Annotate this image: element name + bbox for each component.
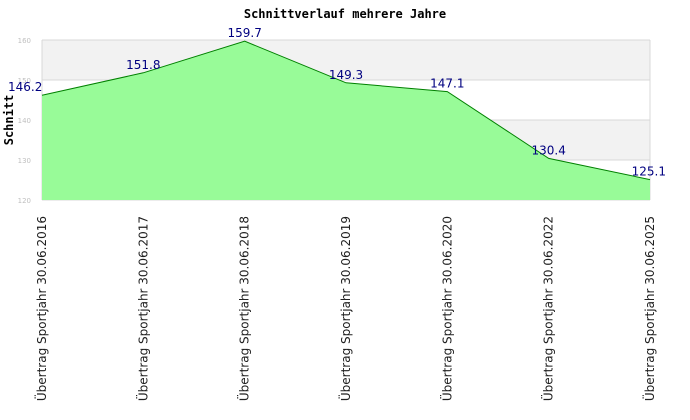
y-tick-label: 130 [18,157,31,165]
x-tick-label: Übertrag Sportjahr 30.06.2019 [337,216,353,401]
x-tick-labels: Übertrag Sportjahr 30.06.2016 Übertrag Sp… [33,216,657,401]
y-tick-label: 140 [18,117,31,125]
y-tick-labels: 120 130 140 150 160 [18,37,31,205]
series-line [41,40,651,181]
y-axis-label: Schnitt [2,95,16,146]
data-label: 130.4 [531,143,565,157]
x-tick-label: Übertrag Sportjahr 30.06.2025 [641,216,657,401]
x-tick-label: Übertrag Sportjahr 30.06.2020 [438,216,454,401]
data-label: 125.1 [632,165,666,179]
data-label: 151.8 [126,58,160,72]
data-labels: 146.2 151.8 159.7 149.3 147.1 130.4 125.1 [8,26,666,178]
y-tick-label: 160 [18,37,31,45]
y-tick-label: 120 [18,197,31,205]
data-label: 146.2 [8,80,42,94]
data-label: 159.7 [227,26,261,40]
y-tick-label: 150 [18,77,31,85]
data-label: 149.3 [329,68,363,82]
x-tick-label: Übertrag Sportjahr 30.06.2022 [540,216,556,401]
data-label: 147.1 [430,77,464,91]
x-tick-label: Übertrag Sportjahr 30.06.2018 [236,216,252,401]
chart-title: Schnittverlauf mehrere Jahre [244,7,446,21]
x-tick-label: Übertrag Sportjahr 30.06.2016 [33,216,49,401]
area-fill [42,41,650,201]
x-tick-label: Übertrag Sportjahr 30.06.2017 [134,216,150,401]
